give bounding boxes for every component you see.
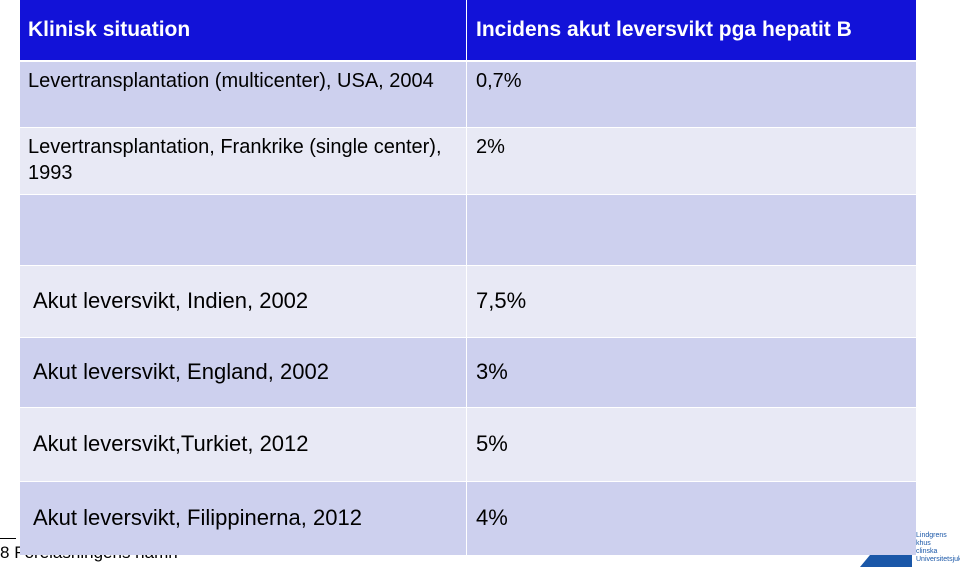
table-cell: Akut leversvikt, England, 2002: [20, 338, 466, 407]
logo-text: LindgrenskhusclinskaUniversitetsjukhuset: [916, 532, 960, 564]
table-cell: 4%: [467, 482, 916, 555]
table-cell: Akut leversvikt,Turkiet, 2012: [20, 408, 466, 481]
table-cell: 3%: [467, 338, 916, 407]
table-cell: 0,7%: [467, 62, 916, 127]
table-cell: 2%: [467, 128, 916, 194]
empty-cell: [20, 195, 466, 265]
table-cell: Akut leversvikt, Filippinerna, 2012: [20, 482, 466, 555]
slide-number: 8: [0, 543, 10, 562]
empty-cell: [467, 195, 916, 265]
logo-line: Lindgrens: [916, 532, 947, 539]
logo-line: khus: [916, 540, 931, 547]
footer-rule: [0, 538, 16, 539]
logo-line: clinska: [916, 548, 938, 555]
table-cell: 7,5%: [467, 266, 916, 337]
table-cell: 5%: [467, 408, 916, 481]
table-cell: Levertransplantation (multicenter), USA,…: [20, 62, 466, 127]
header-cell: Incidens akut leversvikt pga hepatit B: [467, 0, 916, 60]
logo-line: Universitetsjukhuset: [916, 556, 960, 563]
header-cell: Klinisk situation: [20, 0, 466, 60]
table-cell: Akut leversvikt, Indien, 2002: [20, 266, 466, 337]
table-cell: Levertransplantation, Frankrike (single …: [20, 128, 466, 194]
